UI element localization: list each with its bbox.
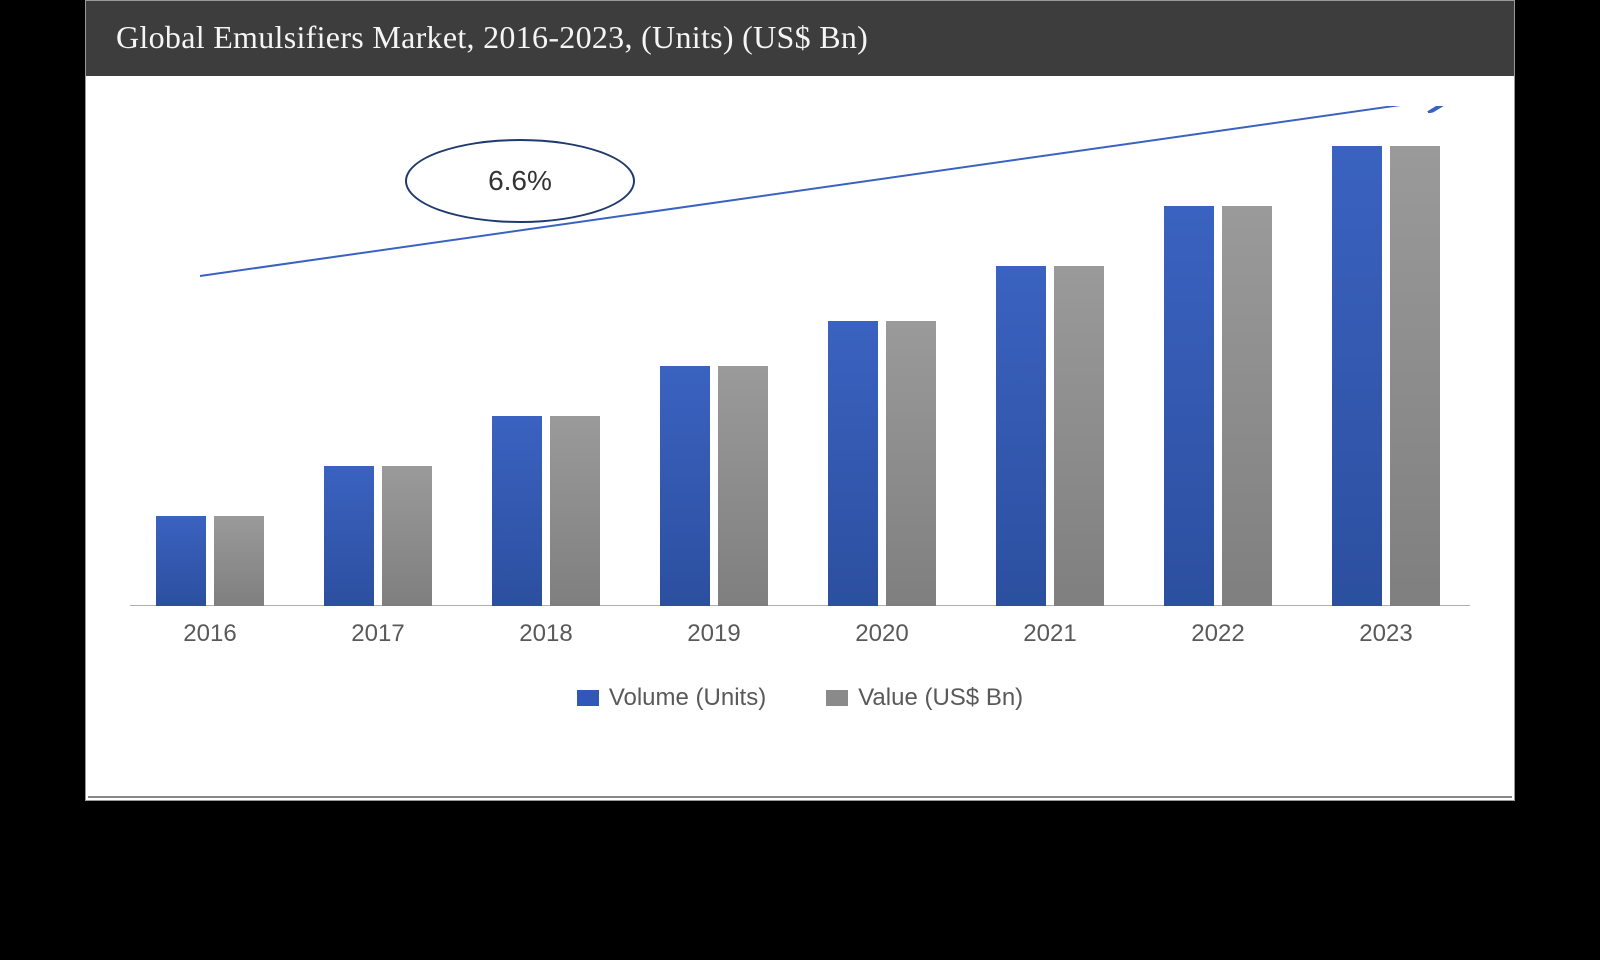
legend-label-volume: Volume (Units) xyxy=(609,684,766,712)
chart-area: 6.6% 2016 2017 2018 2019 2020 2021 2022 2023 Vo… xyxy=(86,76,1514,796)
bar-value xyxy=(550,416,600,606)
bar-volume xyxy=(828,321,878,606)
bar-value xyxy=(718,366,768,606)
bar-group xyxy=(980,266,1120,606)
bar-group xyxy=(308,466,448,606)
bar-value xyxy=(1222,206,1272,606)
bar-group xyxy=(1148,206,1288,606)
plot-region: 6.6% 2016 2017 2018 2019 2020 2021 2022 2023 xyxy=(130,106,1470,666)
x-axis-label: 2016 xyxy=(140,620,280,648)
bar-value xyxy=(886,321,936,606)
bar-volume xyxy=(996,266,1046,606)
bar-volume xyxy=(492,416,542,606)
cagr-annotation: 6.6% xyxy=(405,139,635,223)
bar-volume xyxy=(156,516,206,606)
chart-title: Global Emulsifiers Market, 2016-2023, (U… xyxy=(86,1,1514,76)
legend-swatch-value xyxy=(826,690,848,706)
x-axis-label: 2022 xyxy=(1148,620,1288,648)
card-bottom-rule xyxy=(88,796,1512,798)
x-axis-label: 2020 xyxy=(812,620,952,648)
legend-item-value: Value (US$ Bn) xyxy=(826,684,1023,712)
bar-group xyxy=(644,366,784,606)
x-axis-label: 2023 xyxy=(1316,620,1456,648)
legend: Volume (Units) Value (US$ Bn) xyxy=(126,684,1474,712)
x-axis-label: 2019 xyxy=(644,620,784,648)
x-axis-label: 2021 xyxy=(980,620,1120,648)
bar-group xyxy=(812,321,952,606)
bar-volume xyxy=(660,366,710,606)
x-axis-label: 2017 xyxy=(308,620,448,648)
chart-card: Global Emulsifiers Market, 2016-2023, (U… xyxy=(85,0,1515,801)
x-axis-label: 2018 xyxy=(476,620,616,648)
bar-value xyxy=(1390,146,1440,606)
bar-volume xyxy=(1164,206,1214,606)
bar-value xyxy=(214,516,264,606)
cagr-label: 6.6% xyxy=(488,165,552,197)
legend-item-volume: Volume (Units) xyxy=(577,684,766,712)
bar-volume xyxy=(324,466,374,606)
bar-group xyxy=(140,516,280,606)
legend-swatch-volume xyxy=(577,690,599,706)
bar-group xyxy=(1316,146,1456,606)
bar-value xyxy=(1054,266,1104,606)
legend-label-value: Value (US$ Bn) xyxy=(858,684,1023,712)
bar-value xyxy=(382,466,432,606)
bar-volume xyxy=(1332,146,1382,606)
bar-group xyxy=(476,416,616,606)
